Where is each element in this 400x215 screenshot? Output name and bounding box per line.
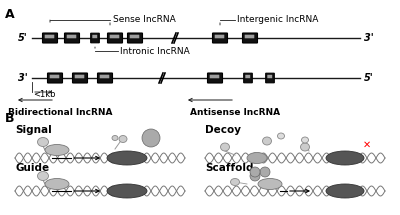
Text: Intergenic lncRNA: Intergenic lncRNA — [237, 14, 318, 23]
FancyBboxPatch shape — [45, 35, 54, 38]
Ellipse shape — [107, 151, 147, 165]
Text: 5': 5' — [18, 33, 28, 43]
Text: 3': 3' — [364, 33, 374, 43]
FancyBboxPatch shape — [91, 33, 99, 43]
Ellipse shape — [326, 184, 364, 198]
Ellipse shape — [220, 143, 230, 151]
FancyBboxPatch shape — [212, 33, 228, 43]
FancyBboxPatch shape — [267, 75, 272, 78]
Ellipse shape — [326, 151, 364, 165]
Text: Decoy: Decoy — [205, 125, 241, 135]
FancyBboxPatch shape — [128, 33, 142, 43]
Text: <1kb: <1kb — [33, 90, 56, 99]
Ellipse shape — [230, 178, 240, 186]
Ellipse shape — [107, 184, 147, 198]
FancyBboxPatch shape — [50, 75, 59, 78]
Ellipse shape — [278, 133, 284, 139]
FancyBboxPatch shape — [48, 73, 62, 83]
Circle shape — [250, 167, 260, 177]
FancyBboxPatch shape — [245, 75, 250, 78]
Text: Scaffold: Scaffold — [205, 163, 254, 173]
FancyBboxPatch shape — [42, 33, 58, 43]
FancyBboxPatch shape — [98, 73, 112, 83]
Ellipse shape — [38, 138, 48, 146]
Ellipse shape — [300, 143, 310, 151]
FancyBboxPatch shape — [266, 73, 274, 83]
FancyBboxPatch shape — [64, 33, 80, 43]
Ellipse shape — [258, 178, 282, 189]
Circle shape — [260, 167, 270, 177]
FancyBboxPatch shape — [208, 73, 222, 83]
Ellipse shape — [302, 137, 308, 143]
Text: Intronic lncRNA: Intronic lncRNA — [120, 46, 190, 55]
Ellipse shape — [247, 152, 267, 163]
FancyBboxPatch shape — [215, 35, 224, 38]
FancyBboxPatch shape — [130, 35, 139, 38]
FancyBboxPatch shape — [72, 73, 88, 83]
Ellipse shape — [112, 135, 118, 140]
Ellipse shape — [45, 178, 69, 189]
Ellipse shape — [38, 172, 48, 181]
Text: Bidirectional lncRNA: Bidirectional lncRNA — [8, 108, 112, 117]
FancyBboxPatch shape — [242, 33, 258, 43]
Ellipse shape — [262, 137, 272, 145]
Text: A: A — [5, 8, 15, 21]
Circle shape — [142, 129, 160, 147]
FancyBboxPatch shape — [108, 33, 122, 43]
Text: 3': 3' — [18, 73, 28, 83]
Text: Guide: Guide — [15, 163, 49, 173]
Ellipse shape — [119, 135, 127, 143]
Ellipse shape — [45, 144, 69, 155]
FancyBboxPatch shape — [67, 35, 76, 38]
FancyBboxPatch shape — [245, 35, 254, 38]
FancyBboxPatch shape — [75, 75, 84, 78]
FancyBboxPatch shape — [210, 75, 219, 78]
Text: Sense lncRNA: Sense lncRNA — [113, 14, 176, 23]
Text: ✕: ✕ — [363, 140, 371, 150]
Text: Signal: Signal — [15, 125, 52, 135]
FancyBboxPatch shape — [92, 35, 97, 38]
FancyBboxPatch shape — [110, 35, 119, 38]
Text: Antisense lncRNA: Antisense lncRNA — [190, 108, 280, 117]
Text: B: B — [5, 112, 14, 125]
FancyBboxPatch shape — [100, 75, 109, 78]
FancyBboxPatch shape — [244, 73, 252, 83]
Circle shape — [250, 171, 260, 181]
Text: 5': 5' — [364, 73, 374, 83]
